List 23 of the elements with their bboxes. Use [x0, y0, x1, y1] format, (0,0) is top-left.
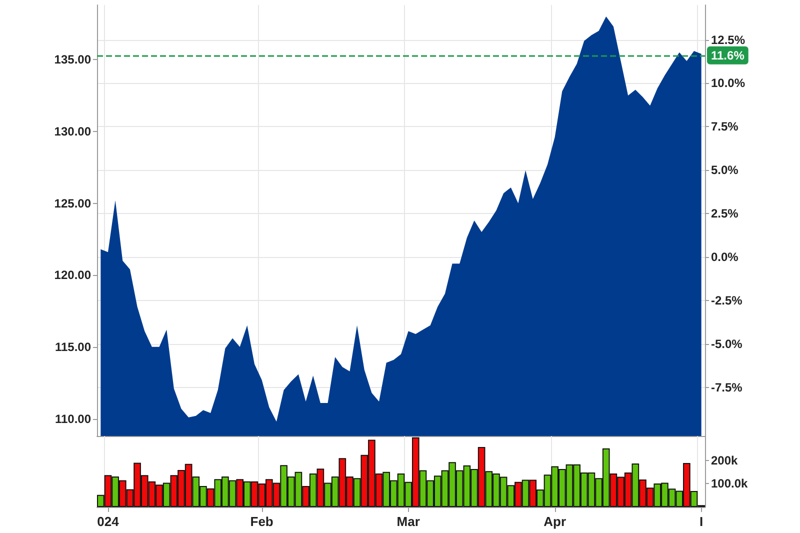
- y-tick-label: 120.00: [54, 268, 92, 282]
- y2-tick-label: 5.0%: [711, 163, 739, 178]
- x-tick-label: Feb: [250, 514, 274, 529]
- y-tick-label: 110.00: [54, 412, 92, 426]
- x-tick-label: I: [700, 514, 704, 529]
- y2-tick-label: -5.0%: [711, 336, 743, 351]
- y2-tick-label: 10.0%: [711, 76, 746, 90]
- y-tick-label: 125.00: [54, 196, 92, 210]
- y2-tick-label: 0.0%: [711, 250, 739, 264]
- y-tick-label: 115.00: [54, 340, 92, 354]
- x-tick-label: 024: [97, 514, 120, 529]
- x-tick-label: Mar: [396, 514, 420, 529]
- y2-tick-label: 12.5%: [711, 32, 746, 47]
- y2-tick-label: -2.5%: [711, 293, 743, 308]
- y-tick-label: 200k: [711, 453, 738, 468]
- y-tick-label: 135.00: [54, 52, 92, 67]
- y-tick-label: 130.00: [54, 124, 92, 138]
- y2-tick-label: 2.5%: [711, 206, 739, 221]
- y-tick-label: 100.0k: [711, 476, 748, 491]
- y2-tick-label: 7.5%: [711, 120, 739, 134]
- ref-line-label: 11.6%: [711, 48, 745, 62]
- y2-tick-label: -7.5%: [711, 380, 743, 394]
- x-tick-label: Apr: [544, 514, 566, 529]
